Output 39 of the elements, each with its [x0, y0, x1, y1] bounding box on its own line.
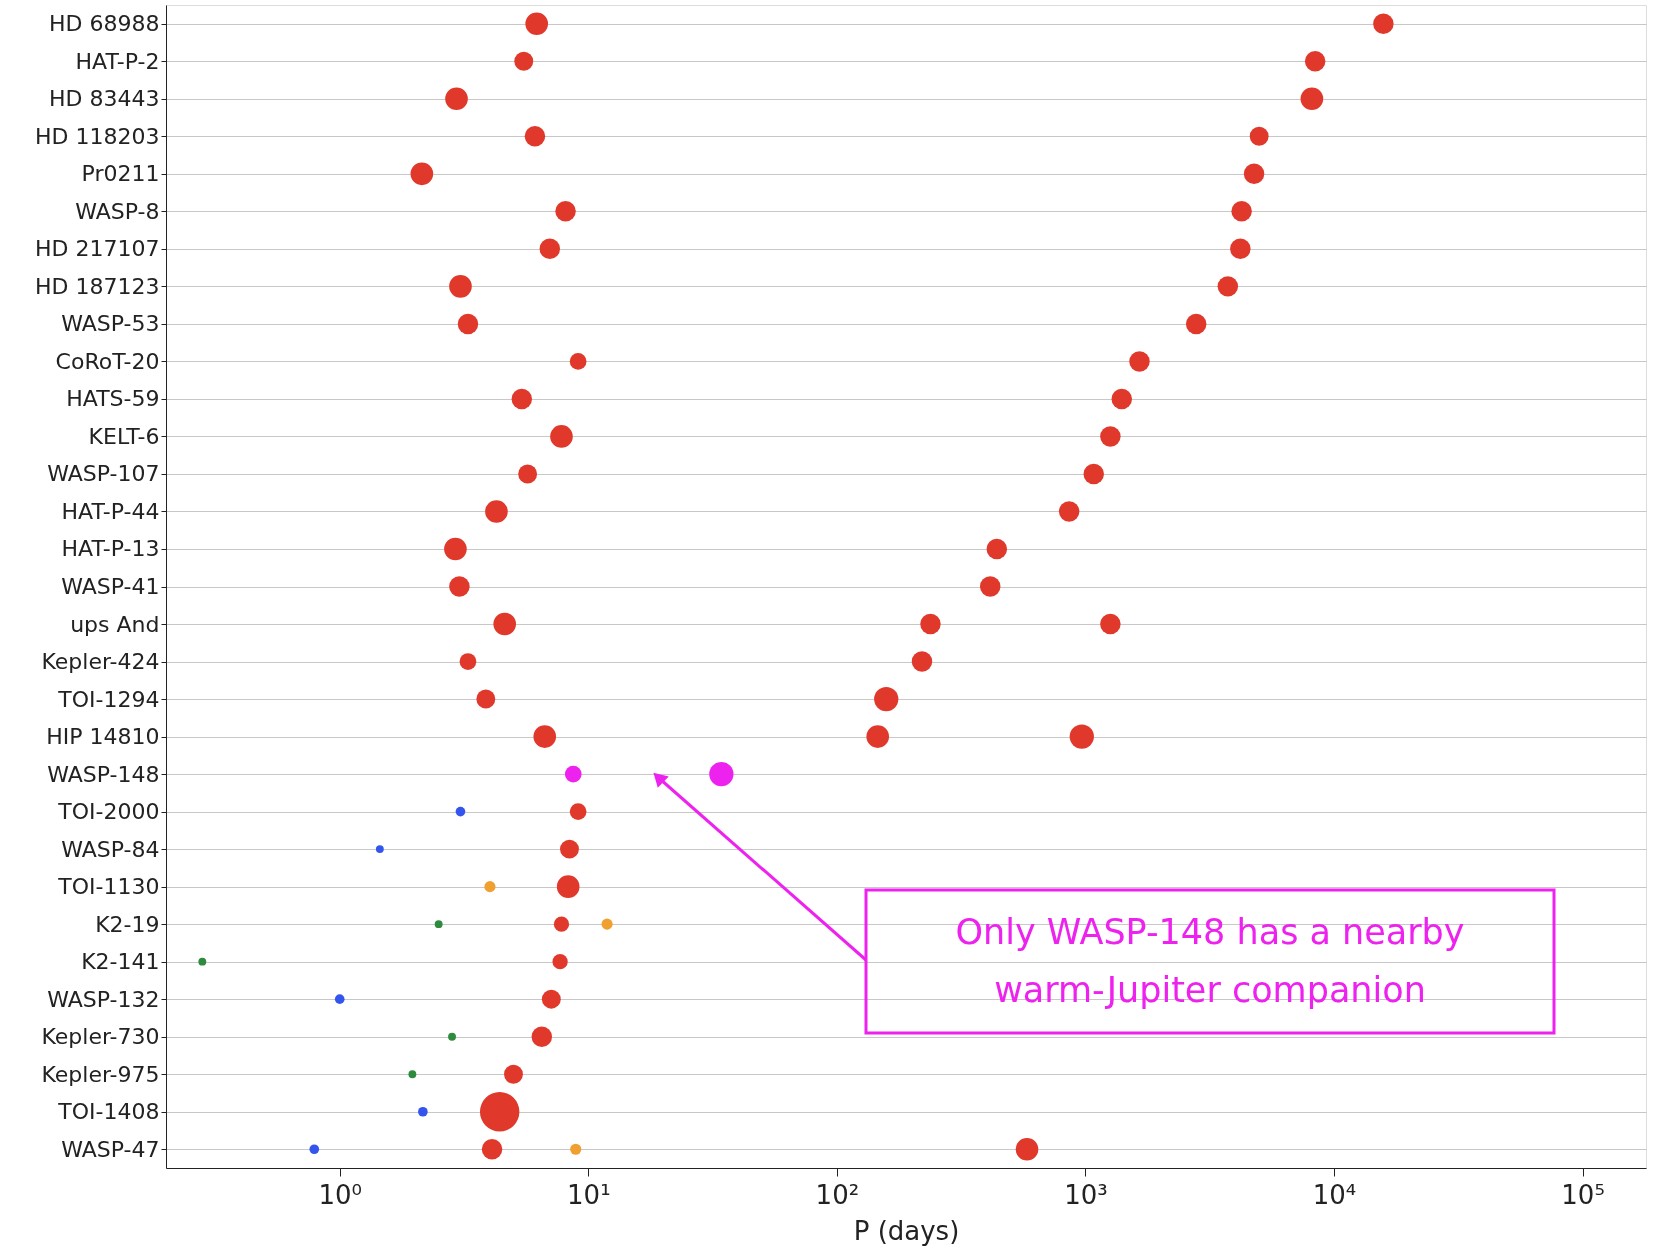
y-tick-label: HIP 14810 [46, 724, 160, 750]
y-tick-label: HAT-P-13 [61, 536, 160, 562]
x-tick-label: 10³ [1064, 1179, 1108, 1210]
y-tick-label: WASP-47 [61, 1136, 160, 1162]
y-tick-label: K2-141 [81, 949, 160, 975]
x-axis-title: P (days) [853, 1215, 960, 1246]
y-tick-label: WASP-41 [61, 574, 160, 599]
y-tick-label: CoRoT-20 [55, 348, 160, 374]
y-tick-label: K2-19 [95, 911, 160, 937]
y-tick-label: TOI-2000 [57, 799, 160, 825]
y-tick-label: HAT-P-44 [61, 498, 160, 524]
y-tick-label: HD 83443 [49, 86, 160, 112]
y-tick-label: TOI-1408 [57, 1099, 160, 1125]
x-tick-label: 10⁰ [318, 1179, 362, 1210]
y-tick-label: Kepler-730 [41, 1024, 160, 1050]
y-tick-label: HD 68988 [49, 11, 160, 37]
y-tick-label: HD 187123 [35, 273, 160, 299]
x-tick-label: 10² [815, 1179, 860, 1210]
y-tick-label: HAT-P-2 [75, 48, 160, 74]
y-tick-label: WASP-8 [75, 198, 160, 224]
annotation: Only WASP-148 has a nearby warm-Jupiter companion [955, 911, 1465, 1010]
y-tick-label: KELT-6 [88, 423, 160, 449]
y-tick-label: HATS-59 [66, 386, 160, 412]
y-tick-label: HD 217107 [35, 236, 160, 262]
y-tick-label: Kepler-424 [41, 649, 160, 675]
y-tick-label: WASP-84 [61, 836, 160, 862]
y-tick-label: ups And [70, 611, 160, 637]
y-tick-label: WASP-107 [47, 461, 160, 487]
y-tick-label: TOI-1294 [57, 686, 160, 712]
y-tick-label: Pr0211 [81, 161, 160, 187]
x-tick-label: 10¹ [567, 1179, 611, 1210]
y-tick-label: WASP-148 [47, 761, 160, 787]
x-tick-label: 10⁴ [1312, 1179, 1357, 1210]
y-tick-label: WASP-132 [47, 986, 160, 1012]
y-tick-label: WASP-53 [61, 311, 160, 337]
y-tick-label: Kepler-975 [41, 1061, 160, 1087]
x-tick-label: 10⁵ [1561, 1179, 1605, 1210]
y-tick-label: TOI-1130 [57, 874, 160, 900]
y-tick-label: HD 118203 [35, 123, 160, 149]
